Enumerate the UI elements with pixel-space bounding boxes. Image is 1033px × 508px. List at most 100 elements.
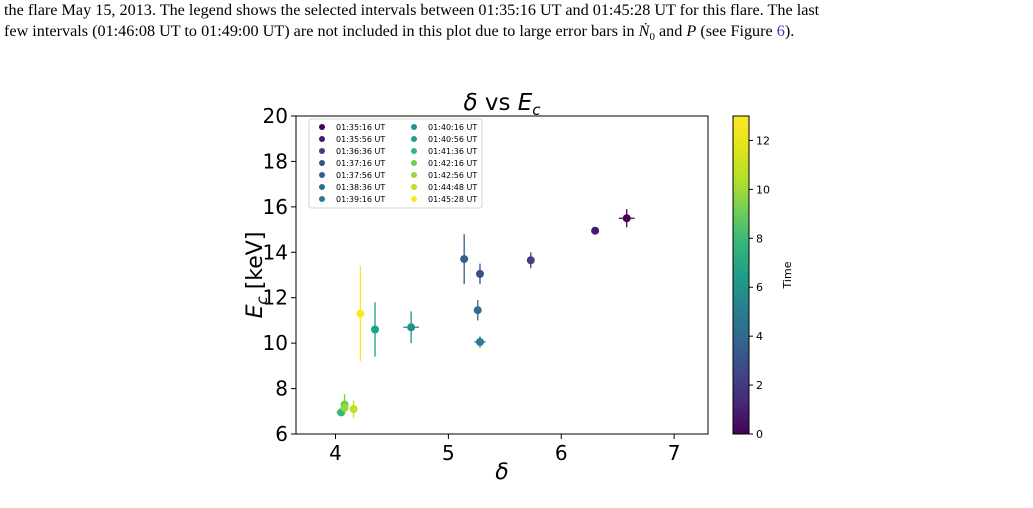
caption-line-2-text: few intervals (01:46:08 UT to 01:49:00 U… [4,22,639,40]
data-point [356,265,365,362]
legend-label: 01:37:16 UT [336,159,385,168]
legend-entry: 01:37:56 UT [319,171,385,180]
legend-entry: 01:44:48 UT [411,183,477,192]
y-axis-label: Ec [keV] [243,232,271,319]
y-tick-label: 10 [263,331,288,355]
legend-entry: 01:40:56 UT [411,135,477,144]
legend-entry: 01:42:16 UT [411,159,477,168]
y-tick-label: 14 [263,240,288,264]
legend-entry: 01:35:16 UT [319,123,385,132]
legend-marker [319,160,325,166]
data-point [371,302,380,357]
legend-label: 01:40:56 UT [428,135,477,144]
data-point [474,336,486,348]
colorbar-tick-label: 10 [756,183,770,196]
legend-marker [411,196,417,202]
plot-area: 4 5 6 7 6 8 10 12 14 16 18 20 δ vs Ec δ Ec [keV] [243,90,709,485]
legend-label: 01:40:16 UT [428,123,477,132]
legend-marker [319,172,325,178]
legend-label: 01:39:16 UT [336,195,385,204]
x-tick-label: 4 [329,441,342,465]
legend-marker [411,172,417,178]
chart-title: δ vs Ec [463,90,541,119]
colorbar: 0 2 4 6 8 10 12 Time [732,115,794,441]
legend-box [308,118,483,209]
y-tick-label: 16 [263,195,288,219]
legend-marker [411,160,417,166]
legend-label: 01:44:48 UT [428,183,477,192]
colorbar-tick-label: 8 [756,232,763,245]
x-axis-label: δ [495,460,508,485]
point-marker [460,255,469,264]
point-marker [473,306,482,315]
legend-entry: 01:38:36 UT [319,183,385,192]
p-symbol: P [686,22,697,40]
legend-entry: 01:36:36 UT [319,147,385,156]
legend-marker [411,136,417,142]
colorbar-gradient [732,115,750,435]
legend-entry: 01:35:56 UT [319,135,385,144]
data-point [349,399,358,419]
point-marker [622,214,631,223]
legend-entry: 01:45:28 UT [411,195,477,204]
y-tick-label: 6 [275,422,288,446]
legend-entry: 01:39:16 UT [319,195,385,204]
legend-marker [319,196,325,202]
legend-marker [319,184,325,190]
legend-entry: 01:37:16 UT [319,159,385,168]
point-marker [356,309,365,318]
colorbar-label: Time [781,261,794,289]
data-point [475,263,484,285]
legend-label: 01:36:36 UT [336,147,385,156]
colorbar-tick-label: 0 [756,428,763,441]
legend-label: 01:42:56 UT [428,171,477,180]
legend-label: 01:42:16 UT [428,159,477,168]
data-point [591,226,600,235]
legend-label: 01:41:36 UT [428,147,477,156]
data-point [473,299,482,321]
point-marker [371,325,380,334]
point-marker [475,269,484,278]
legend-marker [411,124,417,130]
y-tick-label: 12 [263,286,288,310]
caption-line-1: the flare May 15, 2013. The legend shows… [4,1,820,19]
legend: 01:35:16 UT 01:35:56 UT 01:36:36 UT 01:37:1… [308,118,483,209]
x-tick-label: 7 [668,441,681,465]
data-point [340,403,349,412]
data-point [403,311,420,344]
figure-reference-link[interactable]: 6 [776,22,785,40]
legend-label: 01:37:56 UT [336,171,385,180]
caption-line-2: few intervals (01:46:08 UT to 01:49:00 U… [4,21,1033,48]
legend-marker [319,136,325,142]
colorbar-tick-label: 2 [756,379,763,392]
data-point [618,209,635,228]
x-tick-label: 6 [555,441,568,465]
caption-see: (see Figure [696,22,777,40]
n-dot-symbol: Ṅ [638,22,650,40]
legend-marker [411,184,417,190]
y-tick-label: 18 [263,149,288,173]
point-marker [591,226,600,235]
data-point [526,252,535,269]
n-dot-subscript: 0 [649,31,655,44]
legend-entry: 01:40:16 UT [411,123,477,132]
legend-entry: 01:42:56 UT [411,171,477,180]
legend-label: 01:38:36 UT [336,183,385,192]
legend-entry: 01:41:36 UT [411,147,477,156]
point-marker [526,256,535,265]
colorbar-tick-label: 4 [756,330,763,343]
legend-marker [319,124,325,130]
colorbar-tick-label: 12 [756,134,770,147]
y-tick-label: 8 [275,377,288,401]
point-marker [340,403,349,412]
axes-frame [295,115,709,435]
figure-caption: the flare May 15, 2013. The legend shows… [4,0,1033,48]
legend-label: 01:35:16 UT [336,123,385,132]
legend-label: 01:35:56 UT [336,135,385,144]
caption-end: ). [784,22,795,40]
point-marker [407,323,416,332]
caption-and: and [654,22,687,40]
data-point [460,234,469,285]
colorbar-tick-label: 6 [756,281,763,294]
